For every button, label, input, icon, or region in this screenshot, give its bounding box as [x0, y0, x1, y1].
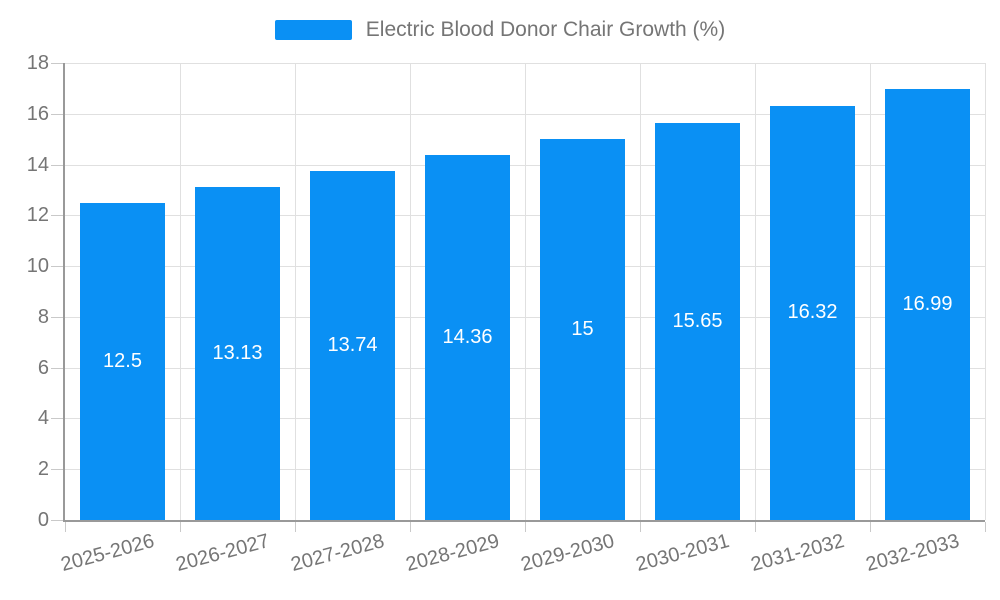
bar-value-label: 15.65	[672, 309, 723, 332]
bar: 12.5	[79, 202, 166, 520]
legend[interactable]: Electric Blood Donor Chair Growth (%)	[0, 18, 1000, 42]
y-tick-label: 0	[37, 509, 49, 531]
bar-value-label: 13.13	[212, 341, 263, 364]
x-axis-tick	[295, 522, 296, 532]
x-grid-line	[870, 63, 871, 520]
x-axis-tick	[640, 522, 641, 532]
plot-area: 0 2 4 6 8 10 12 14 16 18 12.5 2025-2026 13.13 2026-20…	[27, 53, 986, 576]
bar: 13.13	[194, 186, 281, 520]
bar-value-label: 12.5	[103, 349, 142, 372]
y-axis-tick	[51, 520, 63, 521]
y-axis-tick	[51, 215, 63, 217]
y-tick-label: 2	[37, 458, 49, 481]
bar: 16.99	[884, 88, 971, 520]
x-axis-tick	[870, 522, 871, 532]
bar: 13.74	[309, 171, 396, 520]
y-tick-label: 18	[26, 52, 49, 74]
x-axis-tick	[755, 522, 756, 532]
x-grid-line	[640, 63, 641, 520]
x-grid-line	[410, 63, 411, 520]
y-tick-label: 8	[37, 305, 49, 328]
bar-value-label: 16.99	[902, 292, 953, 315]
legend-label: Electric Blood Donor Chair Growth (%)	[365, 18, 726, 41]
x-axis-tick	[410, 522, 411, 532]
y-axis-tick	[51, 266, 63, 268]
x-axis-tick	[525, 522, 526, 532]
y-axis-tick	[51, 367, 63, 369]
y-tick-label: 6	[37, 356, 49, 379]
y-tick-label: 12	[26, 204, 49, 227]
y-axis-tick	[51, 316, 63, 318]
x-axis-tick	[180, 522, 181, 532]
bar-value-label: 16.32	[787, 301, 838, 324]
y-axis-tick	[51, 113, 63, 115]
y-tick-label: 16	[26, 102, 49, 125]
x-grid-line	[755, 63, 756, 520]
x-grid-line	[295, 63, 296, 520]
y-axis-tick	[51, 164, 63, 166]
bar: 15.65	[654, 122, 741, 520]
y-axis-tick	[51, 418, 63, 420]
x-axis-tick	[65, 522, 66, 532]
y-axis-tick	[51, 63, 63, 64]
y-tick-label: 4	[37, 407, 49, 430]
bar: 15	[539, 139, 626, 520]
x-grid-line	[180, 63, 181, 520]
bar-value-label: 13.74	[327, 334, 378, 357]
y-tick-label: 14	[26, 153, 49, 176]
bar-value-label: 14.36	[442, 326, 493, 349]
bar: 14.36	[424, 155, 511, 520]
bar-value-label: 15	[571, 318, 594, 341]
x-grid-line	[985, 63, 986, 520]
y-tick-label: 10	[26, 255, 49, 278]
x-grid-line	[525, 63, 526, 520]
x-axis-tick	[985, 522, 986, 532]
y-axis-tick	[51, 469, 63, 471]
bar: 16.32	[769, 105, 856, 520]
legend-swatch	[274, 20, 352, 40]
